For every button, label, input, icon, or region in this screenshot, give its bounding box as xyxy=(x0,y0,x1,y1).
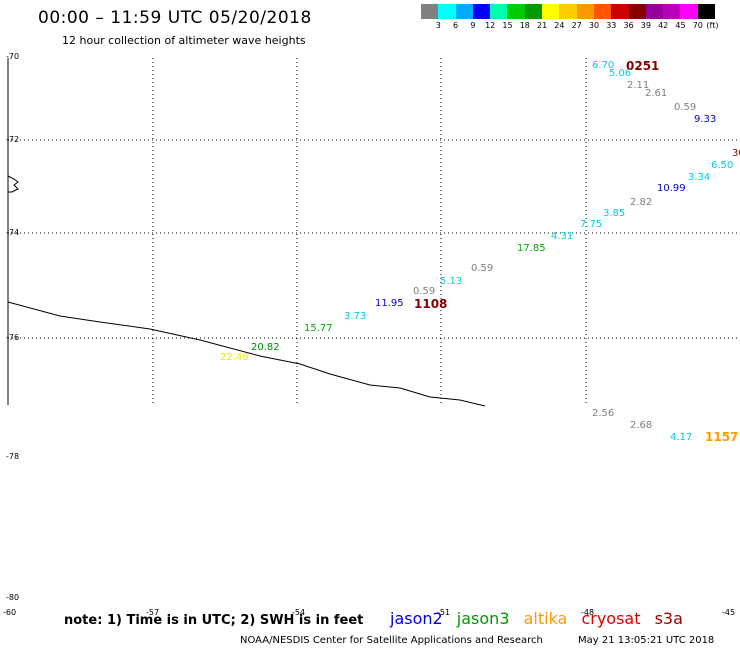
legend-swatch xyxy=(697,4,716,19)
generated-timestamp: May 21 13:05:21 UTC 2018 xyxy=(578,635,715,646)
legend-swatch xyxy=(542,4,560,19)
legend-swatch xyxy=(559,4,577,19)
wave-height-point: 0.59 xyxy=(674,102,697,113)
satellite-jason3: jason3 xyxy=(456,609,510,628)
legend-label: 3 xyxy=(435,21,441,30)
pass-id: 1108 xyxy=(414,297,448,311)
wave-height-point: 6.50 xyxy=(711,160,734,171)
map-subtitle: 12 hour collection of altimeter wave hei… xyxy=(62,34,306,47)
map-title: 00:00 – 11:59 UTC 05/20/2018 xyxy=(38,8,312,28)
legend-label: 9 xyxy=(470,21,476,30)
wave-height-point: 7.75 xyxy=(580,219,603,230)
legend-label: 24 xyxy=(554,21,565,30)
legend-label: 6 xyxy=(453,21,459,30)
legend-labels: 3 6 9 12 15 18 21 24 27 30 33 36 39 42 45 70 (ft) xyxy=(421,19,719,31)
wave-height-point: 3.85 xyxy=(603,208,626,219)
lat-label: -76 xyxy=(6,333,20,342)
wave-height-point: 3.34 xyxy=(688,172,711,183)
legend-label: 15 xyxy=(502,21,513,30)
legend-swatch xyxy=(680,4,698,19)
satellite-cryosat: cryosat xyxy=(581,609,641,628)
color-scale-legend: 3 6 9 12 15 18 21 24 27 30 33 36 39 42 45 70 (ft) xyxy=(421,4,719,31)
legend-swatch xyxy=(611,4,629,19)
wave-height-point: 0.59 xyxy=(413,286,436,297)
lon-label: -60 xyxy=(3,608,17,617)
lat-label: -78 xyxy=(6,452,20,461)
credit-line: NOAA/NESDIS Center for Satellite Applica… xyxy=(240,635,543,646)
wave-height-point: 22.48 xyxy=(220,352,249,363)
lon-label: -48 xyxy=(581,608,595,617)
legend-swatch xyxy=(645,4,664,19)
legend-swatch xyxy=(438,4,456,19)
legend-label: 18 xyxy=(519,21,530,30)
wave-height-point: 11.95 xyxy=(375,298,404,309)
legend-label: 30 xyxy=(588,21,600,30)
lon-label: -51 xyxy=(437,608,451,617)
lon-label: -57 xyxy=(146,608,160,617)
wave-height-point: 9.33 xyxy=(694,114,717,125)
lat-label: -70 xyxy=(6,52,20,61)
legend-label: 33 xyxy=(606,21,617,30)
legend-swatch xyxy=(455,4,473,19)
lat-label: -80 xyxy=(6,593,20,602)
wave-height-point: 2.82 xyxy=(630,197,653,208)
satellite-s3a: s3a xyxy=(654,609,683,628)
wave-height-point: 5.06 xyxy=(609,68,632,79)
wave-height-point: 3.73 xyxy=(344,311,367,322)
legend-label: 36 xyxy=(623,21,634,30)
satellite-altika: altika xyxy=(523,609,568,628)
legend-swatch xyxy=(663,4,681,19)
legend-label: 39 xyxy=(640,21,651,30)
wave-height-point: 20.82 xyxy=(251,342,280,353)
legend-swatch xyxy=(421,4,439,19)
wave-height-point: 15.77 xyxy=(304,323,333,334)
legend-swatch xyxy=(628,4,646,19)
wave-height-point: 4.17 xyxy=(670,432,693,443)
satellite-legend: jason2 jason3 altika cryosat s3a xyxy=(390,609,692,628)
wave-height-point: 4.31 xyxy=(551,231,574,242)
legend-label: 70 xyxy=(692,21,703,30)
legend-swatch xyxy=(524,4,543,19)
wave-height-point: 5.13 xyxy=(440,276,463,287)
legend-swatches xyxy=(421,4,716,19)
lat-label: -72 xyxy=(6,135,20,144)
island-outline xyxy=(7,175,19,193)
wave-height-point: 6.70 xyxy=(592,60,615,71)
wave-height-point: 2.61 xyxy=(645,88,668,99)
footer-note: note: 1) Time is in UTC; 2) SWH is in fe… xyxy=(64,613,364,628)
legend-label: (ft) xyxy=(706,21,719,30)
legend-label: 21 xyxy=(537,21,548,30)
wave-height-point: 17.85 xyxy=(517,243,546,254)
lon-label: -54 xyxy=(292,608,306,617)
pass-id: 1157 xyxy=(705,430,739,444)
wave-height-point: 0.59 xyxy=(471,263,494,274)
satellite-jason2: jason2 xyxy=(390,609,443,628)
wave-height-point: 2.11 xyxy=(627,80,650,91)
pass-id: 0251 xyxy=(626,59,660,73)
legend-label: 27 xyxy=(571,21,582,30)
lat-label: -74 xyxy=(6,228,20,237)
graticule xyxy=(8,58,740,405)
legend-swatch xyxy=(593,4,612,19)
legend-label: 42 xyxy=(658,21,669,30)
wave-height-point: 2.68 xyxy=(630,420,653,431)
wave-height-point: 30 xyxy=(732,148,740,159)
legend-swatch xyxy=(472,4,491,19)
wave-height-point: 10.99 xyxy=(657,183,686,194)
coastline xyxy=(7,301,486,407)
wave-height-point: 2.56 xyxy=(592,408,615,419)
legend-swatch xyxy=(490,4,508,19)
legend-swatch xyxy=(507,4,525,19)
legend-label: 12 xyxy=(485,21,496,30)
lon-label: -45 xyxy=(722,608,736,617)
legend-swatch xyxy=(576,4,594,19)
legend-label: 45 xyxy=(675,21,686,30)
